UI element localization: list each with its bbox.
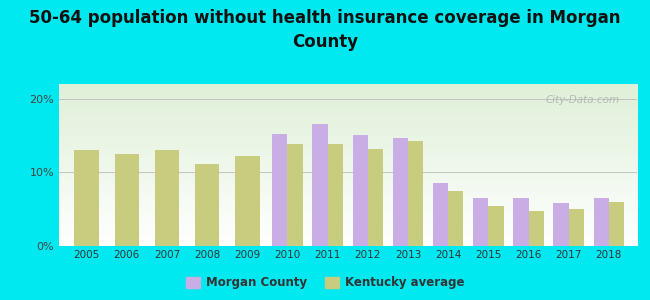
Text: City-Data.com: City-Data.com bbox=[545, 95, 619, 105]
Bar bbox=[528, 211, 544, 246]
Bar bbox=[368, 149, 383, 246]
Bar bbox=[609, 202, 624, 246]
Bar bbox=[593, 198, 609, 246]
Bar bbox=[448, 191, 463, 246]
Bar bbox=[352, 135, 368, 246]
Bar bbox=[74, 150, 99, 246]
Bar bbox=[155, 150, 179, 246]
Bar bbox=[287, 144, 303, 246]
Bar bbox=[553, 203, 569, 246]
Bar bbox=[433, 183, 448, 246]
Bar bbox=[393, 138, 408, 246]
Bar bbox=[473, 198, 488, 246]
Bar bbox=[488, 206, 504, 246]
Bar bbox=[328, 144, 343, 246]
Bar bbox=[514, 198, 528, 246]
Text: 50-64 population without health insurance coverage in Morgan
County: 50-64 population without health insuranc… bbox=[29, 9, 621, 51]
Bar bbox=[408, 141, 423, 246]
Bar bbox=[195, 164, 219, 246]
Bar bbox=[235, 156, 259, 246]
Bar bbox=[272, 134, 287, 246]
Bar bbox=[569, 209, 584, 246]
Bar bbox=[114, 154, 139, 246]
Legend: Morgan County, Kentucky average: Morgan County, Kentucky average bbox=[181, 272, 469, 294]
Bar bbox=[313, 124, 328, 246]
